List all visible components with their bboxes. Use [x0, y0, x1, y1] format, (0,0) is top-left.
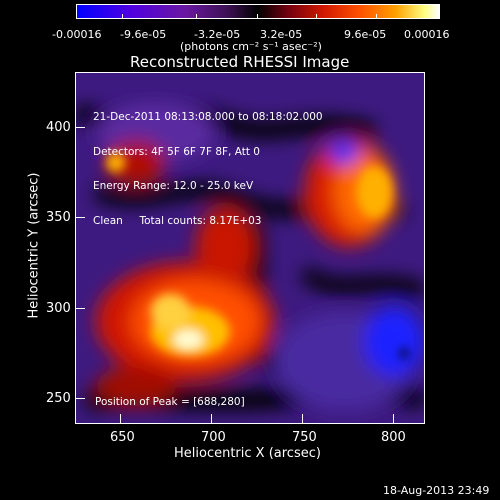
y-axis-label: Heliocentric Y (arcsec) [26, 172, 42, 319]
rhessi-image-map [76, 73, 424, 423]
x-tick-800: 800 [381, 430, 406, 445]
info-time-range: 21-Dec-2011 08:13:08.000 to 08:18:02.000 [93, 111, 323, 123]
footer-timestamp: 18-Aug-2013 23:49 [383, 484, 490, 497]
x-axis-label: Heliocentric X (arcsec) [174, 446, 321, 461]
colorbar-tick-5: 9.6e-05 [344, 28, 387, 41]
info-peak-position: Position of Peak = [688,280] [95, 396, 245, 408]
info-detectors: Detectors: 4F 5F 6F 7F 8F, Att 0 [93, 145, 260, 158]
colorbar [76, 4, 440, 19]
info-energy-range: Energy Range: 12.0 - 25.0 keV [93, 180, 254, 192]
x-tick-750: 750 [292, 430, 317, 445]
y-tick-300: 300 [46, 301, 71, 316]
image-title: Reconstructed RHESSI Image [130, 53, 350, 71]
rhessi-image [75, 72, 425, 424]
y-tick-350: 350 [46, 210, 71, 225]
x-tick-700: 700 [201, 430, 226, 445]
colorbar-unit-label: (photons cm⁻² s⁻¹ asec⁻²) [180, 40, 322, 53]
colorbar-tick-4: 3.2e-05 [260, 28, 303, 41]
colorbar-tick-1: -0.00016 [52, 28, 102, 41]
x-tick-650: 650 [110, 430, 135, 445]
y-tick-250: 250 [46, 391, 71, 406]
colorbar-tick-6: 0.00016 [404, 28, 450, 41]
y-tick-400: 400 [46, 120, 71, 135]
info-clean-counts: Clean Total counts: 8.17E+03 [93, 214, 262, 227]
colorbar-tick-2: -9.6e-05 [120, 28, 167, 41]
colorbar-tick-3: -3.2e-05 [194, 28, 241, 41]
